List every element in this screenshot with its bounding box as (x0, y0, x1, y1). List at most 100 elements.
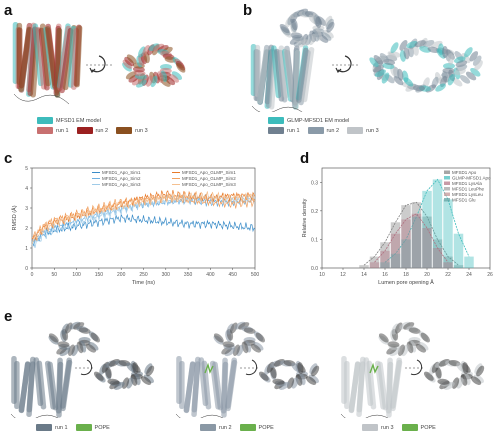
x-tick-label: 20 (424, 272, 430, 278)
panel-b-legend-runs: run 1 run 2 run 3 (268, 127, 379, 134)
legend-swatch (444, 170, 450, 174)
histogram-bar (411, 202, 422, 268)
histogram-bar (369, 262, 380, 268)
panel-letter-b: b (243, 2, 253, 19)
histogram-bar (390, 222, 401, 268)
x-tick-label: 400 (206, 272, 215, 278)
histogram-bar (401, 239, 411, 268)
panel-e-run1-structure (10, 321, 155, 418)
histogram-bar (443, 199, 453, 268)
histogram-bar (411, 213, 422, 268)
panel-b-legend-model: GLMP-MFSD1 EM model (268, 117, 349, 124)
x-tick-label: 12 (340, 272, 346, 278)
histogram-bar (422, 228, 432, 268)
legend-entry: MFSD1_Apo_GLMP_Sim2 (182, 176, 236, 181)
legend-entry: MFSD1 LysLeu (452, 192, 483, 197)
y-tick-label: 3 (25, 206, 28, 212)
x-tick-label: 500 (251, 272, 260, 278)
x-axis-label: Time (ns) (132, 280, 155, 285)
histogram-bar (390, 253, 401, 268)
x-tick-label: 16 (382, 272, 388, 278)
y-tick-label: 0.0 (311, 266, 318, 272)
y-tick-label: 0.3 (311, 180, 318, 186)
density-curve (363, 201, 459, 266)
histogram-bar (401, 219, 411, 268)
panel-e-legend-run1: run 1 POPE (36, 424, 110, 431)
y-tick-label: 0 (25, 266, 28, 272)
legend-entry: MFSD1_Apo_Sim3 (102, 182, 141, 187)
pore-opening-histogram: 10 12 14 16 18 20 22 24 26 0.0 0.1 0.2 0.3 Lumen pore… (302, 167, 493, 285)
legend-entry: MFSD1_Apo_GLMP_Sim3 (182, 182, 236, 187)
panel-letter-e: e (4, 308, 13, 325)
x-tick-label: 14 (361, 272, 367, 278)
histogram-bar (464, 256, 474, 268)
x-tick-label: 450 (229, 272, 238, 278)
legend-swatch (444, 192, 450, 196)
histogram-bar (432, 248, 443, 268)
rmsd-line-chart: 0 50 100 150 200 250 300 350 400 450 500 0 1 2 3 4 5 Time… (11, 166, 260, 285)
y-tick-label: 0.2 (311, 209, 318, 215)
panel-b-rotation-arrow-icon (332, 55, 358, 74)
histogram-bar (453, 265, 464, 268)
y-tick-label: 1 (25, 246, 28, 252)
y-tick-label: 5 (25, 166, 28, 172)
x-tick-label: 250 (139, 272, 148, 278)
panel-letter-d: d (300, 150, 310, 167)
legend-entry: MFSD1 Glu (452, 198, 476, 203)
y-tick-label: 4 (25, 186, 28, 192)
legend-entry: MFSD1 Apo (452, 170, 477, 175)
histogram-bar (401, 205, 411, 268)
x-tick-label: 22 (445, 272, 451, 278)
legend-swatch (444, 187, 450, 191)
legend-swatch (444, 181, 450, 185)
histogram-bar (422, 216, 432, 268)
panel-a-legend-runs: run 1 run 2 run 3 (37, 127, 148, 134)
x-tick-label: 200 (117, 272, 126, 278)
x-tick-label: 350 (184, 272, 193, 278)
panel-a-structure-side-view (12, 22, 83, 105)
y-tick-label: 0.1 (311, 237, 318, 243)
histogram-bar (411, 216, 422, 268)
legend-entry: MFSD1 LeuPhe (452, 187, 485, 192)
x-axis-label: Lumen pore opening Å (378, 279, 434, 285)
legend-entry: MFSD1_Apo_GLMP_Sim1 (182, 170, 236, 175)
panel-b-structure-side-view (250, 8, 335, 112)
panel-b-structure-top-view (369, 37, 483, 93)
density-curve (374, 213, 449, 263)
rmsd-series-line (31, 191, 256, 245)
histogram-bar (380, 262, 390, 268)
histogram-bar (380, 242, 390, 268)
x-tick-label: 0 (31, 272, 34, 278)
histogram-bar (432, 239, 443, 268)
x-tick-label: 150 (95, 272, 104, 278)
x-tick-label: 100 (72, 272, 81, 278)
histogram-bar (380, 250, 390, 268)
panel-a-rotation-arrow-icon (86, 55, 112, 74)
histogram-bar (443, 262, 453, 268)
y-tick-label: 2 (25, 226, 28, 232)
histogram-bar (359, 265, 369, 268)
legend-entry: MFSD1 LysAla (452, 181, 482, 186)
panel-e-run3-structure (340, 321, 485, 418)
histogram-bar (453, 233, 464, 268)
histogram-bar (390, 233, 401, 268)
y-axis-label: Relative density (302, 198, 308, 237)
x-tick-label: 26 (487, 272, 493, 278)
legend-entry: GLMP-MFSD1 Apo (452, 176, 491, 181)
panel-e-legend-run2: run 2 POPE (200, 424, 274, 431)
histogram-bar (432, 179, 443, 268)
panel-a-structure-top-view (122, 43, 186, 88)
x-tick-label: 300 (162, 272, 171, 278)
x-tick-label: 18 (403, 272, 409, 278)
panel-letter-a: a (4, 2, 13, 19)
panel-letter-c: c (4, 150, 13, 167)
legend-entry: MFSD1_Apo_Sim2 (102, 176, 141, 181)
x-tick-label: 10 (319, 272, 325, 278)
panel-e-run2-structure (175, 321, 320, 418)
legend-swatch (444, 198, 450, 202)
x-tick-label: 24 (466, 272, 472, 278)
legend-entry: MFSD1_Apo_Sim1 (102, 170, 141, 175)
histogram-bar (422, 190, 432, 268)
legend-swatch (444, 176, 450, 180)
x-tick-label: 50 (52, 272, 58, 278)
